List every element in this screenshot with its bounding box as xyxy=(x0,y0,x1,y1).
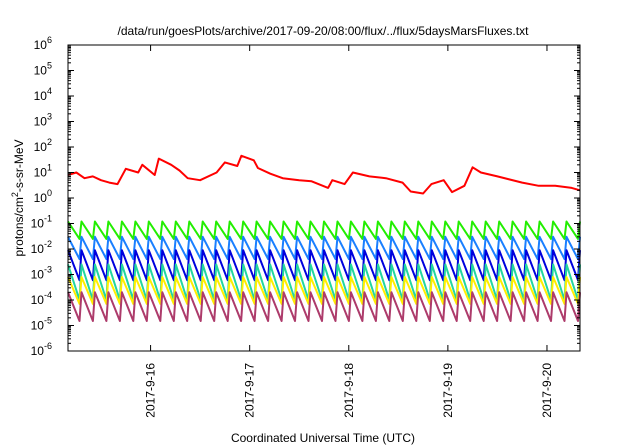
series-line xyxy=(67,154,581,195)
series-line xyxy=(67,276,581,305)
y-tick-label: 10-2 xyxy=(31,239,52,256)
x-axis: 2017-9-16 2017-9-17 2017-9-18 2017-9-19 2017… xyxy=(144,45,554,418)
x-tick-label: 2017-9-16 xyxy=(144,363,158,418)
x-tick-label: 2017-9-17 xyxy=(243,363,257,418)
y-tick-label: 10-3 xyxy=(31,265,52,282)
y-tick-label: 105 xyxy=(34,61,52,78)
plot-area xyxy=(67,154,581,322)
y-tick-label: 10-5 xyxy=(31,316,52,333)
x-tick-label: 2017-9-20 xyxy=(540,363,554,418)
y-tick-label: 10-4 xyxy=(31,290,52,307)
y-tick-label: 10-1 xyxy=(31,214,52,231)
series-line xyxy=(67,291,581,322)
x-axis-label: Coordinated Universal Time (UTC) xyxy=(231,431,415,445)
series-line xyxy=(67,235,581,261)
y-axis: 106 105 104 103 102 101 100 10-1 10-2 10-3 10-4 10-… xyxy=(31,35,580,358)
series-line xyxy=(67,249,581,282)
y-tick-label: 101 xyxy=(34,163,52,180)
y-tick-label: 103 xyxy=(34,112,52,129)
series-line xyxy=(67,220,581,240)
y-tick-label: 102 xyxy=(34,137,52,154)
x-tick-label: 2017-9-18 xyxy=(342,363,356,418)
y-tick-label: 100 xyxy=(34,188,52,205)
y-axis-label: protons/cm2-s-sr-MeV xyxy=(10,139,26,256)
y-tick-label: 104 xyxy=(34,86,52,103)
x-tick-label: 2017-9-19 xyxy=(441,363,455,418)
y-tick-label: 106 xyxy=(34,35,52,52)
chart-title: /data/run/goesPlots/archive/2017-09-20/0… xyxy=(118,24,530,38)
y-tick-label: 10-6 xyxy=(31,341,52,358)
